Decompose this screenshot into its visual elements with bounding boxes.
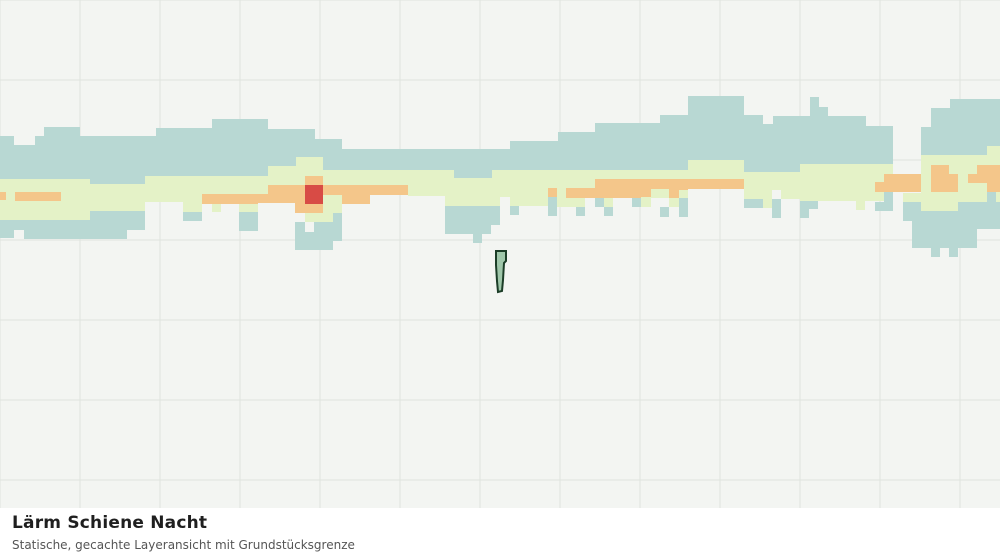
noise-zone-lowest-west-south-patch (0, 211, 145, 239)
noise-zone-medium-patch-b (15, 192, 61, 201)
noise-zone-medium-patch-d (548, 188, 557, 197)
noise-zone-lowest-east-band (921, 99, 1000, 155)
noise-zone-lowest-patch-s (875, 192, 893, 211)
noise-zone-lowest-patch-t (903, 192, 1000, 257)
noise-zone-low-main-band (0, 157, 893, 222)
noise-zone-lowest-patch-m (660, 207, 669, 217)
noise-zone-lowest-patch-j (576, 207, 585, 216)
map-title: Lärm Schiene Nacht (12, 513, 208, 533)
noise-zone-lowest-level (0, 96, 1000, 257)
noise-zone-medium-patch-a (0, 192, 6, 200)
map-subtitle: Statische, gecachte Layeransicht mit Gru… (12, 538, 355, 552)
parcel-boundary[interactable] (495, 250, 507, 294)
noise-zone-lowest-patch-n (679, 198, 688, 217)
noise-zone-lowest-patch-c (239, 212, 258, 231)
noise-zone-medium-patch-h (968, 165, 1000, 192)
noise-zone-lowest-patch-g (445, 206, 500, 243)
noise-zone-medium-patch-f (875, 174, 921, 192)
noise-zone-lowest-patch-p (772, 199, 781, 218)
noise-zone-lowest-patch-d (295, 213, 342, 250)
noise-zone-lowest-patch-h (510, 206, 519, 215)
map-view[interactable] (0, 0, 1000, 508)
noise-zone-medium-patch-e (566, 179, 744, 198)
noise-zone-lowest-patch-i (548, 197, 557, 216)
noise-zone-lowest-patch-b (183, 212, 202, 221)
noise-map-canvas[interactable] (0, 0, 1000, 508)
noise-zone-high-level (305, 185, 323, 204)
map-caption: Lärm Schiene Nacht Statische, gecachte L… (0, 508, 1000, 560)
noise-zone-medium-patch-g (931, 165, 958, 192)
noise-zone-lowest-patch-r (800, 200, 818, 218)
noise-zone-high-patch (305, 185, 323, 204)
noise-zone-medium-level (0, 165, 1000, 213)
noise-zone-lowest-patch-o (744, 199, 763, 208)
noise-zone-lowest-main-band (0, 96, 893, 184)
